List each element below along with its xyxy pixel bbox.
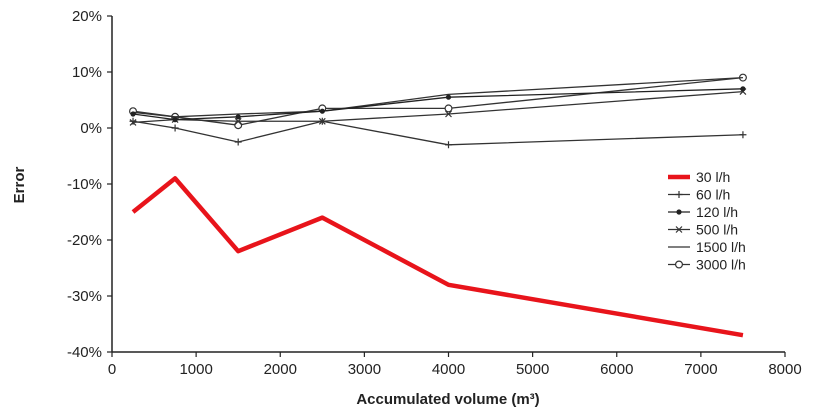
- axes: [111, 16, 785, 353]
- legend-item: 500 l/h: [668, 222, 738, 238]
- x-tick-label: 8000: [768, 361, 801, 378]
- y-tick-label: -30%: [67, 288, 102, 305]
- y-tick-label: -10%: [67, 176, 102, 193]
- data-point: [445, 110, 452, 118]
- series-line: [131, 176, 744, 338]
- x-tick-label: 7000: [684, 361, 717, 378]
- data-point: [235, 114, 241, 120]
- data-point: [130, 111, 136, 117]
- legend-label: 500 l/h: [696, 222, 738, 238]
- data-point: [129, 117, 137, 125]
- x-tick-label: 0: [108, 361, 116, 378]
- legend-item: 3000 l/h: [668, 257, 746, 273]
- data-point: [319, 108, 325, 114]
- y-tick-label: -20%: [67, 232, 102, 249]
- legend-label: 3000 l/h: [696, 257, 746, 273]
- legend-label: 120 l/h: [696, 204, 738, 220]
- legend-item: 30 l/h: [668, 169, 730, 185]
- legend-label: 1500 l/h: [696, 239, 746, 255]
- series-group: [132, 76, 743, 118]
- data-point: [675, 191, 683, 198]
- series-line: [132, 76, 744, 126]
- data-point: [739, 131, 747, 139]
- series-group: [130, 86, 746, 123]
- legend-item: 1500 l/h: [668, 239, 746, 255]
- data-point: [675, 226, 683, 233]
- data-point: [676, 209, 682, 215]
- data-point: [445, 94, 452, 100]
- data-point: [740, 86, 746, 92]
- data-point: [444, 104, 453, 113]
- data-point: [171, 124, 179, 132]
- x-tick-label: 5000: [516, 361, 549, 378]
- x-tick-label: 6000: [600, 361, 633, 378]
- y-axis-title: Error: [11, 167, 28, 204]
- data-point: [674, 260, 683, 269]
- series-group: [131, 176, 744, 338]
- series: [129, 73, 747, 338]
- x-tick-label: 4000: [432, 361, 465, 378]
- x-tick-label: 2000: [264, 361, 297, 378]
- x-tick-label: 3000: [348, 361, 381, 378]
- data-point: [234, 117, 242, 125]
- x-axis-title: Accumulated volume (m³): [356, 391, 539, 408]
- series-line: [132, 90, 743, 124]
- data-point: [445, 141, 452, 149]
- data-point: [234, 138, 242, 146]
- x-tick-label: 1000: [179, 361, 212, 378]
- ticks: 0 1000 2000 3000 4000 5000 6000 7000 8000 20% 10% 0…: [67, 8, 802, 378]
- series-line: [132, 88, 743, 121]
- y-tick-label: 20%: [72, 8, 102, 25]
- data-point: [318, 117, 326, 125]
- y-tick-label: -40%: [67, 344, 102, 361]
- series-group: [129, 117, 747, 149]
- data-point: [172, 117, 178, 123]
- y-tick-label: 10%: [72, 64, 102, 81]
- y-tick-label: 0%: [80, 120, 102, 137]
- legend-item: 120 l/h: [668, 204, 738, 220]
- legend-item: 60 l/h: [668, 187, 730, 203]
- series-group: [129, 88, 747, 126]
- legend-label: 60 l/h: [696, 187, 730, 203]
- series-line: [132, 76, 743, 118]
- series-line: [132, 120, 743, 146]
- legend-label: 30 l/h: [696, 169, 730, 185]
